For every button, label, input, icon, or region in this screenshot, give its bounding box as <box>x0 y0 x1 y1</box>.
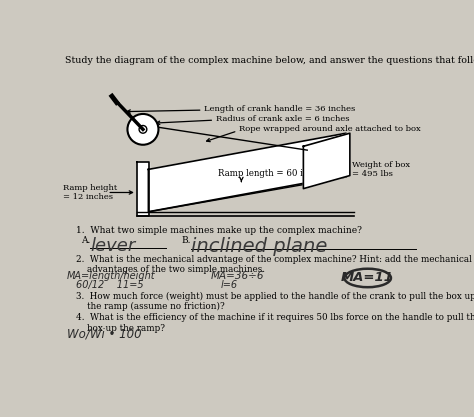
Text: Weight of box
= 495 lbs: Weight of box = 495 lbs <box>352 161 410 178</box>
Circle shape <box>128 114 158 145</box>
Text: Length of crank handle = 36 inches: Length of crank handle = 36 inches <box>204 105 356 113</box>
Text: 2.  What is the mechanical advantage of the complex machine? Hint: add the mecha: 2. What is the mechanical advantage of t… <box>76 255 472 274</box>
Text: 60/12    11=5: 60/12 11=5 <box>76 280 144 290</box>
Text: lever: lever <box>90 237 136 255</box>
Text: Ramp height
= 12 inches: Ramp height = 12 inches <box>63 184 118 201</box>
Polygon shape <box>148 133 346 212</box>
Text: Study the diagram of the complex machine below, and answer the questions that fo: Study the diagram of the complex machine… <box>65 56 474 65</box>
Text: l=6: l=6 <box>220 280 237 290</box>
Text: Rope wrapped around axle attached to box: Rope wrapped around axle attached to box <box>239 126 421 133</box>
Text: 1.  What two simple machines make up the complex machine?: 1. What two simple machines make up the … <box>76 226 362 235</box>
Polygon shape <box>303 133 350 188</box>
Text: MA=36÷6: MA=36÷6 <box>210 271 264 281</box>
Text: Radius of crank axle = 6 inches: Radius of crank axle = 6 inches <box>216 115 349 123</box>
Text: 4.  What is the efficiency of the machine if it requires 50 lbs force on the han: 4. What is the efficiency of the machine… <box>76 314 474 333</box>
Text: A.: A. <box>81 236 91 245</box>
Text: inclined plane: inclined plane <box>191 237 328 256</box>
Text: B.: B. <box>182 236 191 245</box>
Polygon shape <box>137 162 149 216</box>
Text: MA=11: MA=11 <box>341 271 394 284</box>
Text: 3.  How much force (weight) must be applied to the handle of the crank to pull t: 3. How much force (weight) must be appli… <box>76 292 474 311</box>
Text: MA=length/height: MA=length/height <box>67 271 155 281</box>
Text: Ramp length = 60 inches: Ramp length = 60 inches <box>218 169 328 178</box>
Text: Wo/Wi • 100: Wo/Wi • 100 <box>67 327 142 340</box>
